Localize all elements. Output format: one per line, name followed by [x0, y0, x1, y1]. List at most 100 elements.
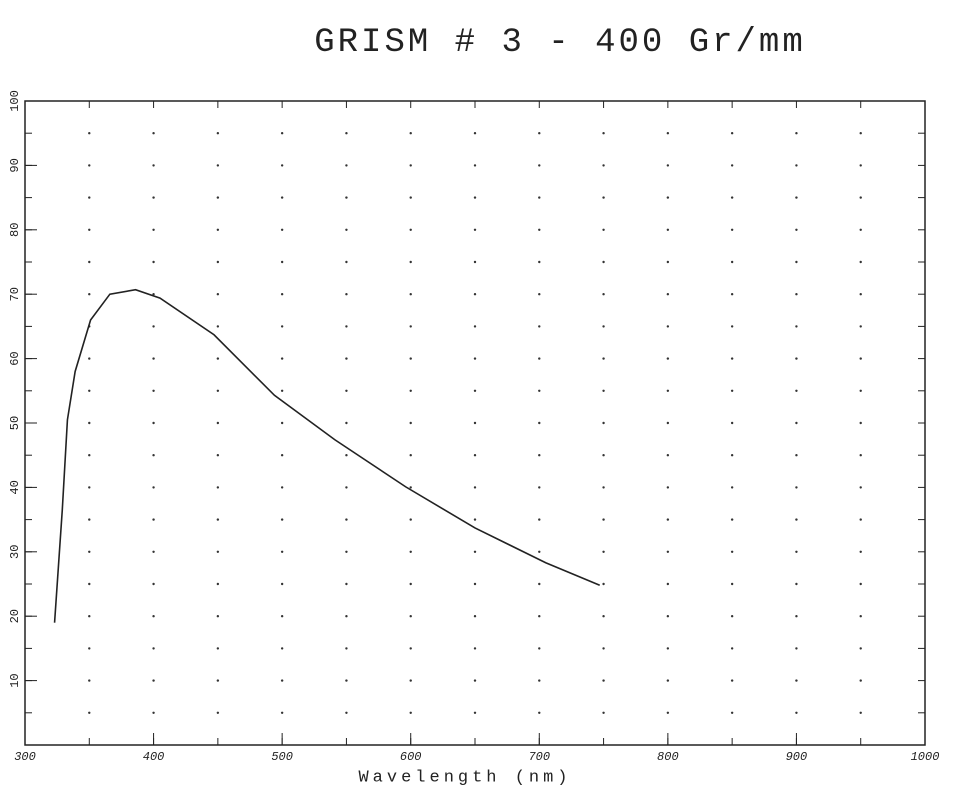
grid-dot [345, 325, 348, 328]
grid-dot [602, 647, 605, 650]
grid-dot [280, 615, 284, 618]
grid-dot [409, 260, 412, 264]
grid-dot [795, 357, 798, 360]
chart-title: GRISM # 3 - 400 Gr/mm [314, 24, 805, 62]
grid-dot [602, 582, 605, 586]
grid-dot [152, 132, 155, 135]
grid-dot [152, 357, 155, 360]
grid-dot [409, 582, 412, 586]
grid-dot [730, 582, 734, 586]
grid-dot [473, 647, 477, 650]
grid-dot [345, 357, 348, 360]
grid-dot [602, 615, 605, 618]
grid-dot [538, 421, 541, 425]
grid-dot [666, 647, 670, 650]
grid-dot [473, 260, 477, 264]
grid-dot [345, 582, 348, 586]
y-tick-label: 70 [8, 287, 22, 301]
grid-dot [859, 454, 862, 457]
grid-dot [859, 164, 862, 167]
grid-dot [666, 132, 670, 135]
grid-dot [88, 615, 91, 618]
grid-dot [152, 647, 155, 650]
grid-dot [152, 582, 155, 586]
y-tick-label: 60 [8, 351, 22, 365]
y-tick-label: 30 [8, 545, 22, 559]
grid-dot [88, 518, 91, 521]
grid-dot [409, 615, 412, 618]
grid-dot [216, 132, 220, 135]
grid-dot [88, 293, 91, 296]
grid-dot [602, 325, 605, 328]
grid-dot [859, 325, 862, 328]
grid-dot [216, 582, 220, 586]
grid-dot [795, 132, 798, 135]
grid-dot [473, 389, 477, 392]
grid-dot [730, 260, 734, 264]
grid-dot [216, 486, 220, 489]
grid-dot [216, 389, 220, 392]
grid-dot [473, 679, 477, 682]
grid-dot [666, 357, 670, 360]
grid-dot [538, 454, 541, 457]
grid-dot [280, 486, 284, 489]
grid-dot [409, 293, 412, 296]
grid-dot [666, 196, 670, 199]
grid-dot [538, 486, 541, 489]
grid-dot [859, 582, 862, 586]
grid-dot [666, 228, 670, 231]
grid-dot [795, 228, 798, 231]
grid-dot [730, 357, 734, 360]
grid-dot [280, 421, 284, 425]
grid-dot [795, 711, 798, 714]
grid-dot [795, 164, 798, 167]
grid-dot [666, 518, 670, 521]
grid-dot [88, 454, 91, 457]
grid-dot [345, 486, 348, 489]
grid-dot [795, 454, 798, 457]
grid-dot [473, 615, 477, 618]
grid-dot [216, 679, 220, 682]
y-tick-label: 40 [8, 480, 22, 494]
grid-dot [730, 421, 734, 425]
grid-dot [345, 260, 348, 264]
grid-dot [730, 550, 734, 553]
grid-dot [666, 679, 670, 682]
grid-dot [216, 196, 220, 199]
grid-dot [795, 518, 798, 521]
grid-dot [859, 711, 862, 714]
grid-dot [216, 711, 220, 714]
grid-dot [730, 454, 734, 457]
grid-dot [409, 679, 412, 682]
grid-dot [666, 260, 670, 264]
grid-dot [473, 582, 477, 586]
grid-dot [666, 164, 670, 167]
grid-dot [152, 421, 155, 425]
grid-dot [538, 132, 541, 135]
grid-dot [473, 164, 477, 167]
grid-dot [473, 518, 477, 521]
grid-dot [859, 132, 862, 135]
grid-dot [473, 196, 477, 199]
grid-dot [859, 679, 862, 682]
grid-dot [88, 357, 91, 360]
grid-dot [538, 196, 541, 199]
grid-dot [795, 550, 798, 553]
y-tick-label: 20 [8, 609, 22, 623]
grid-dot [730, 293, 734, 296]
x-tick-label: 500 [271, 750, 293, 764]
grid-dot [409, 421, 412, 425]
grid-dot [409, 518, 412, 521]
grid-dot [409, 164, 412, 167]
grid-dot [216, 293, 220, 296]
grid-dot [409, 132, 412, 135]
grid-dot [730, 164, 734, 167]
x-tick-label: 600 [400, 750, 422, 764]
grid-dot [152, 164, 155, 167]
grid-dot [795, 421, 798, 425]
grid-dot [152, 486, 155, 489]
grid-dot [88, 228, 91, 231]
grid-dot [730, 228, 734, 231]
grid-dot [602, 454, 605, 457]
